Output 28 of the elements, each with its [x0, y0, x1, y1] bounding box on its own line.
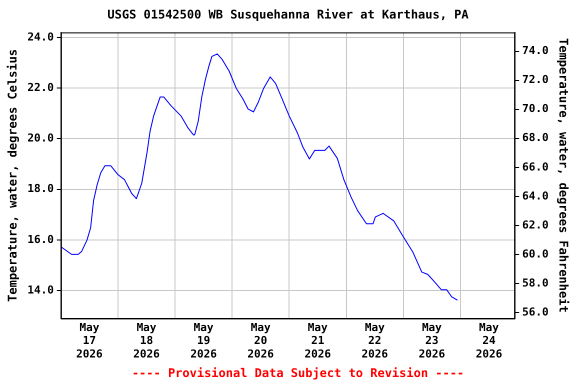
y2-tick-label: 56.0 — [522, 305, 549, 318]
y2-tick-label: 62.0 — [522, 218, 549, 232]
y2-tick-label: 74.0 — [522, 44, 549, 58]
y-tick-label: 14.0 — [27, 283, 54, 296]
y-tick-label: 20.0 — [27, 132, 54, 145]
y2-tick-label: 60.0 — [522, 247, 549, 260]
y2-tick-label: 68.0 — [522, 131, 549, 144]
x-tick-label: May 22 2026 — [362, 320, 388, 360]
x-tick-label: May 18 2026 — [133, 320, 160, 360]
y2-axis-title: Temperature, water, degrees Fahrenheit — [556, 38, 571, 313]
x-tick-label: May 19 2026 — [190, 320, 218, 360]
y2-tick-label: 70.0 — [522, 102, 549, 116]
y2-tick-label: 58.0 — [522, 276, 549, 290]
x-tick-label: May 23 2026 — [418, 320, 446, 360]
chart-title: USGS 01542500 WB Susquehanna River at Karthaus, PA — [107, 7, 470, 22]
y-tick-label: 16.0 — [27, 232, 54, 246]
x-tick-label: May 20 2026 — [247, 320, 274, 360]
y-tick-label: 18.0 — [27, 182, 54, 196]
y-tick-label: 24.0 — [27, 30, 54, 44]
y-tick-label: 22.0 — [27, 80, 54, 94]
x-tick-label: May 17 2026 — [76, 320, 104, 360]
x-tick-label: May 21 2026 — [304, 320, 332, 360]
y-axis-title: Temperature, water, degrees Celsius — [5, 48, 20, 302]
y2-tick-label: 72.0 — [522, 73, 549, 86]
x-tick-label: May 24 2026 — [476, 320, 503, 360]
text: ---- Provisional Data Subject to Revision ---- — [132, 366, 464, 380]
y2-tick-label: 64.0 — [522, 189, 549, 202]
y2-tick-label: 66.0 — [522, 160, 549, 174]
